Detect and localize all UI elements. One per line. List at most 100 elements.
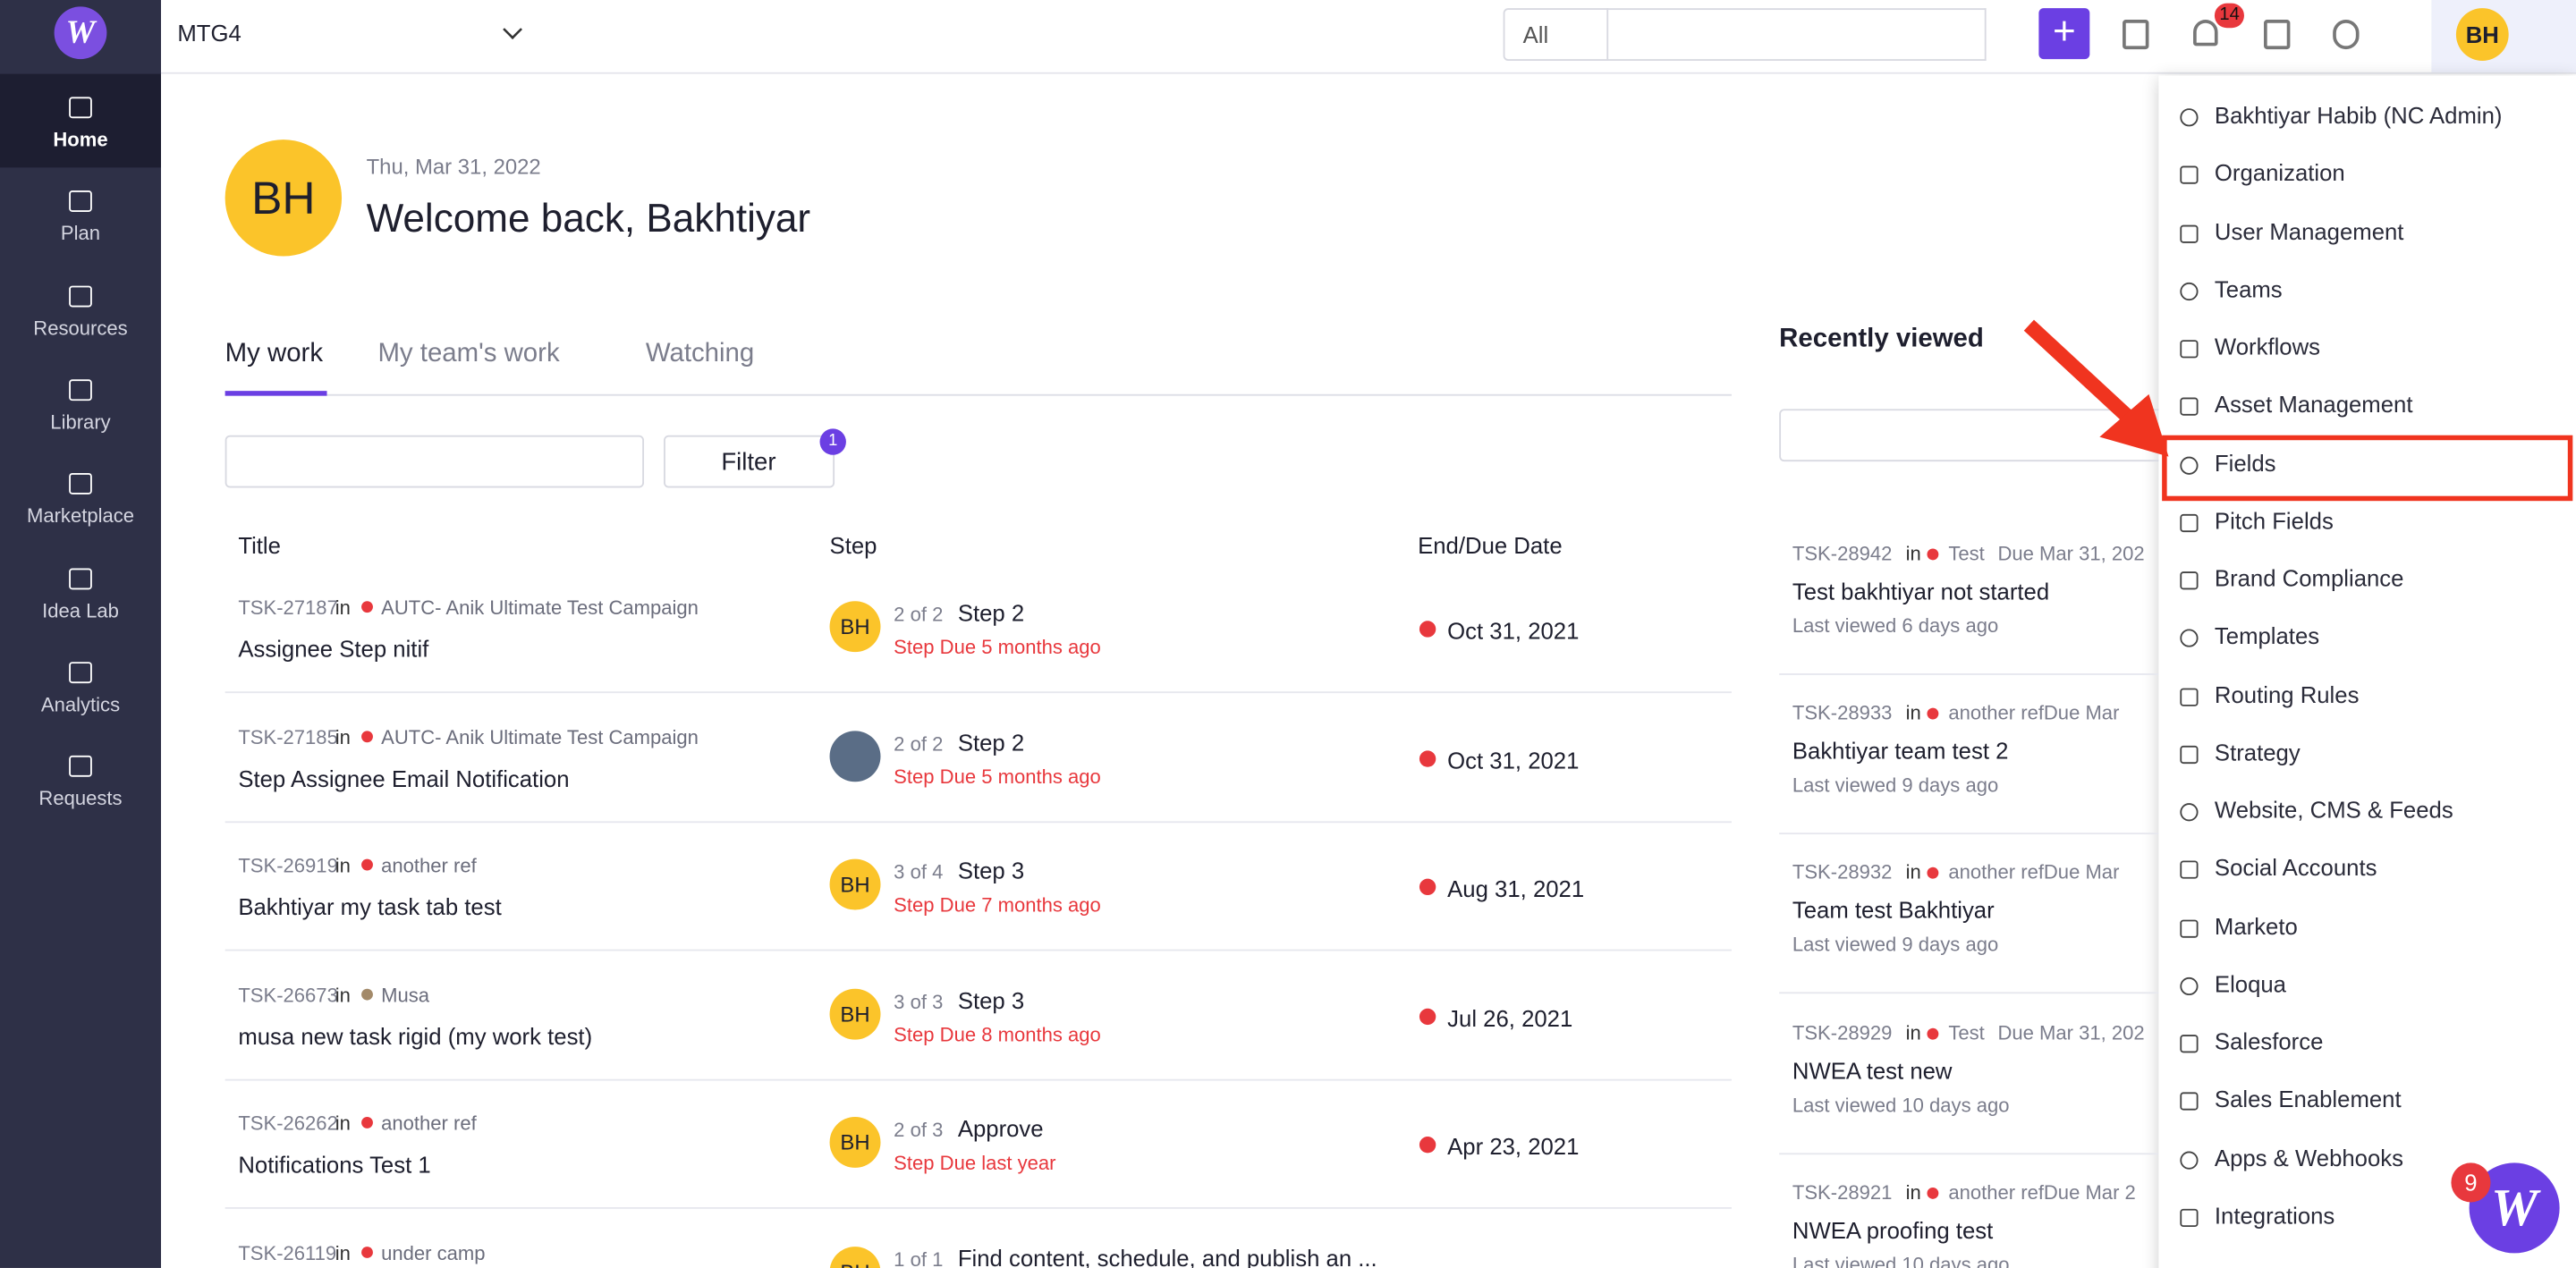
column-header[interactable]: Title <box>238 532 281 559</box>
dot <box>361 730 373 742</box>
highlight-box <box>2162 434 2573 501</box>
menu-icon[interactable] <box>2180 803 2199 822</box>
menu-icon[interactable] <box>2180 1150 2199 1169</box>
nav-icon[interactable] <box>69 284 92 307</box>
due-note: Step Due 7 months ago <box>894 893 1101 917</box>
greeting: Welcome back, Bakhtiyar <box>366 197 811 241</box>
menu-icon[interactable] <box>2180 108 2199 127</box>
nav-icon[interactable] <box>69 97 92 119</box>
menu-item[interactable]: Website, CMS & Feeds <box>2214 796 2453 824</box>
recent-item-title[interactable]: Team test Bakhtiyar <box>1792 897 1995 924</box>
filter-label[interactable]: Filter <box>721 448 776 477</box>
recent-item-title[interactable]: NWEA test new <box>1792 1057 1953 1084</box>
task-title[interactable]: Assignee Step nitif <box>238 635 429 663</box>
menu-item[interactable]: Integrations <box>2214 1202 2335 1229</box>
menu-icon[interactable] <box>2180 745 2199 764</box>
menu-item[interactable]: Templates <box>2214 622 2320 649</box>
tab[interactable]: My work <box>225 340 324 368</box>
nav-icon[interactable] <box>69 661 92 683</box>
nav-icon[interactable] <box>69 756 92 777</box>
user-avatar[interactable]: BH <box>2455 8 2509 61</box>
task-title[interactable]: Bakhtiyar my task tab test <box>238 893 502 920</box>
nav-label[interactable]: Resources <box>33 316 128 340</box>
menu-icon[interactable] <box>2180 1035 2199 1053</box>
menu-icon[interactable] <box>2180 976 2199 995</box>
menu-item[interactable]: Apps & Webhooks <box>2214 1144 2403 1171</box>
column-header[interactable]: End/Due Date <box>1418 532 1563 559</box>
menu-item[interactable]: Teams <box>2214 275 2283 302</box>
menu-icon[interactable] <box>2180 165 2199 185</box>
recent-item-title[interactable]: Bakhtiyar team test 2 <box>1792 738 2009 765</box>
menu-icon[interactable] <box>2180 571 2199 590</box>
menu-icon[interactable] <box>2180 687 2199 706</box>
logo[interactable]: W <box>54 6 107 60</box>
due-date: Oct 31, 2021 <box>1447 746 1580 773</box>
nav-label[interactable]: Idea Lab <box>42 598 119 622</box>
menu-item[interactable]: Routing Rules <box>2214 680 2360 707</box>
nav-icon[interactable] <box>69 190 92 213</box>
bell-icon[interactable] <box>2193 20 2218 46</box>
nav-label[interactable]: Marketplace <box>26 504 135 528</box>
nav-icon[interactable] <box>69 567 92 589</box>
nav-label[interactable]: Library <box>50 410 111 434</box>
menu-item[interactable]: Brand Compliance <box>2214 564 2404 592</box>
work-search[interactable] <box>225 435 644 488</box>
menu-item[interactable]: Organization <box>2214 159 2345 187</box>
chat-button[interactable]: W <box>2469 1162 2560 1254</box>
menu-icon[interactable] <box>2180 282 2199 300</box>
filter-button[interactable] <box>664 435 835 488</box>
nav-label[interactable]: Home <box>53 128 108 151</box>
menu-icon[interactable] <box>2180 455 2199 474</box>
menu-icon[interactable] <box>2180 918 2199 937</box>
menu-item[interactable]: Eloqua <box>2214 970 2286 997</box>
menu-item[interactable]: Asset Management <box>2214 391 2413 418</box>
menu-item[interactable]: Strategy <box>2214 739 2301 765</box>
menu-icon[interactable] <box>2180 1208 2199 1227</box>
menu-item[interactable]: Sales Enablement <box>2214 1086 2402 1112</box>
toolbar-icon[interactable] <box>2264 20 2291 50</box>
task-title[interactable]: Notifications Test 1 <box>238 1151 431 1178</box>
tab[interactable]: Watching <box>645 340 755 368</box>
add-button[interactable]: + <box>2038 8 2090 60</box>
avatar: BH <box>225 139 343 257</box>
toolbar-icon[interactable] <box>2333 20 2360 50</box>
menu-icon[interactable] <box>2180 340 2199 359</box>
recent-item-title[interactable]: Test bakhtiyar not started <box>1792 578 2050 604</box>
task-title[interactable]: musa new task rigid (my work test) <box>238 1022 593 1049</box>
menu-icon[interactable] <box>2180 1092 2199 1112</box>
step-count: 3 of 4 <box>894 860 944 884</box>
menu-icon[interactable] <box>2180 513 2199 532</box>
scope-select[interactable] <box>1503 8 1609 61</box>
menu-item[interactable]: Social Accounts <box>2214 854 2377 881</box>
menu-item[interactable]: Marketo <box>2214 912 2298 939</box>
nav-label[interactable]: Analytics <box>40 692 121 716</box>
menu-icon[interactable] <box>2180 629 2199 648</box>
menu-icon[interactable] <box>2180 224 2199 242</box>
due-date: Oct 31, 2021 <box>1447 617 1580 644</box>
toolbar-icon[interactable] <box>2123 20 2149 50</box>
menu-icon[interactable] <box>2180 397 2199 417</box>
menu-item[interactable]: Pitch Fields <box>2214 507 2334 534</box>
tab[interactable]: My team's work <box>377 340 560 368</box>
menu-overlay <box>2158 75 2576 1268</box>
search-input[interactable] <box>1606 8 1987 61</box>
due-note: Step Due last year <box>894 1151 1056 1175</box>
recent-viewed: Last viewed 10 days ago <box>1792 1093 2010 1117</box>
scope-label[interactable]: All <box>1522 21 1549 48</box>
dot <box>361 1116 373 1129</box>
nav-icon[interactable] <box>69 379 92 401</box>
menu-item[interactable]: Salesforce <box>2214 1027 2324 1055</box>
menu-item[interactable]: Fields <box>2214 449 2276 476</box>
task-title[interactable]: Step Assignee Email Notification <box>238 764 570 791</box>
workspace[interactable]: MTG4 <box>177 20 242 46</box>
nav-icon[interactable] <box>69 473 92 495</box>
recent-item-title[interactable]: NWEA proofing test <box>1792 1216 1994 1244</box>
nav-label[interactable]: Requests <box>38 786 123 810</box>
nav-label[interactable]: Plan <box>60 222 101 246</box>
menu-icon[interactable] <box>2180 860 2199 880</box>
column-header[interactable]: Step <box>829 532 877 559</box>
recent-divider <box>1779 993 2159 994</box>
menu-item[interactable]: Bakhtiyar Habib (NC Admin) <box>2214 101 2503 129</box>
menu-item[interactable]: Workflows <box>2214 333 2321 360</box>
menu-item[interactable]: User Management <box>2214 217 2404 244</box>
